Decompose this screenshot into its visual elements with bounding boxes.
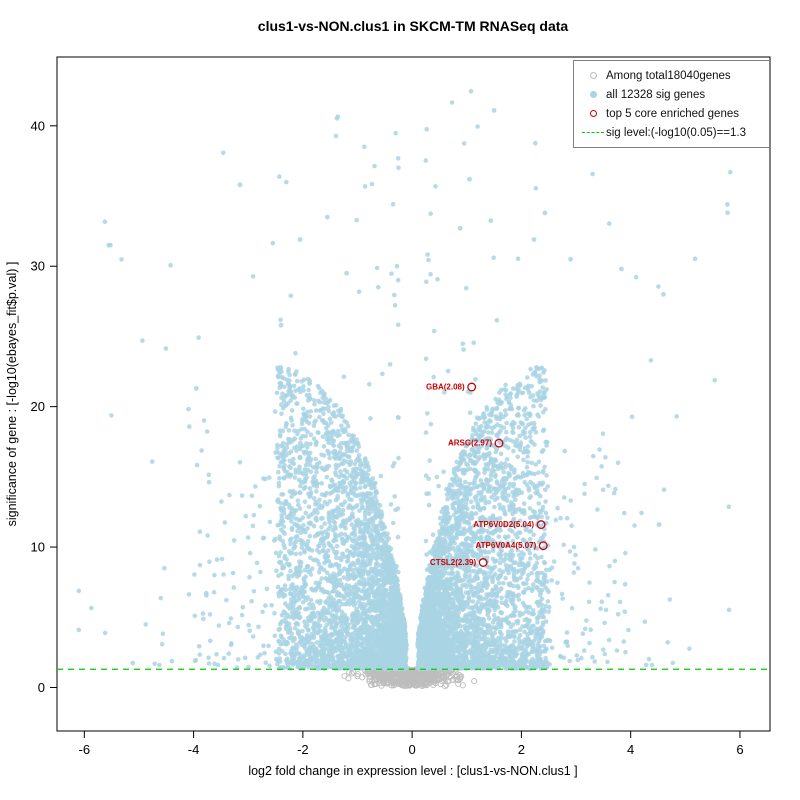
x-axis-label: log2 fold change in expression level : [… xyxy=(248,764,577,778)
gene-label: CTSL2(2.39) xyxy=(430,558,477,567)
y-tick-label: 20 xyxy=(31,399,45,414)
chart-title: clus1-vs-NON.clus1 in SKCM-TM RNASeq dat… xyxy=(258,18,569,34)
x-tick-label: -4 xyxy=(188,742,200,757)
y-tick-label: 40 xyxy=(31,118,45,133)
y-tick-label: 10 xyxy=(31,540,45,555)
x-tick-label: 0 xyxy=(409,742,416,757)
legend: Among total18040genes all 12328 sig gene… xyxy=(573,60,770,148)
highlight-points: GBA(2.08) ARSG(2.97) ATP6V0D2(5.04) ATP6V0A… xyxy=(426,382,548,567)
legend-item-nonsig: Among total18040genes xyxy=(580,66,763,85)
gene-label: ATP6V0D2(5.04) xyxy=(473,520,534,529)
gene-label: GBA(2.08) xyxy=(426,382,465,391)
x-tick-label: 2 xyxy=(518,742,525,757)
y-axis-label: significance of gene : [-log10(ebayes_fi… xyxy=(5,262,19,527)
legend-label: Among total18040genes xyxy=(606,69,731,82)
open-circle-red-icon xyxy=(589,110,597,117)
x-tick-label: 6 xyxy=(736,742,743,757)
x-tick-label: 4 xyxy=(627,742,634,757)
highlight-gene-point xyxy=(467,382,477,392)
x-tick-label: -2 xyxy=(297,742,309,757)
legend-label: top 5 core enriched genes xyxy=(606,107,739,120)
sig-points xyxy=(76,88,733,671)
y-tick-label: 30 xyxy=(31,259,45,274)
highlight-gene-point xyxy=(478,558,488,567)
highlight-gene-point xyxy=(494,438,504,448)
filled-circle-blue-icon xyxy=(589,91,597,98)
axes: -6 -4 -2 0 2 4 6 0 10 20 30 40 xyxy=(31,56,771,757)
gene-label: ARSG(2.97) xyxy=(448,439,492,448)
highlight-gene-point xyxy=(538,541,548,551)
gene-label: ATP6V0A4(5.07) xyxy=(475,541,536,550)
legend-label: all 12328 sig genes xyxy=(606,88,706,101)
legend-item-sigline: sig level:(-log10(0.05)==1.3 xyxy=(580,123,763,142)
legend-item-core: top 5 core enriched genes xyxy=(580,104,763,123)
highlight-gene-point xyxy=(536,520,546,530)
open-circle-gray-icon xyxy=(589,72,597,79)
y-tick-label: 0 xyxy=(38,680,45,695)
legend-label: sig level:(-log10(0.05)==1.3 xyxy=(606,126,746,139)
dashed-line-green-icon xyxy=(582,132,604,133)
x-tick-label: -6 xyxy=(79,742,91,757)
legend-item-sig: all 12328 sig genes xyxy=(580,85,763,104)
